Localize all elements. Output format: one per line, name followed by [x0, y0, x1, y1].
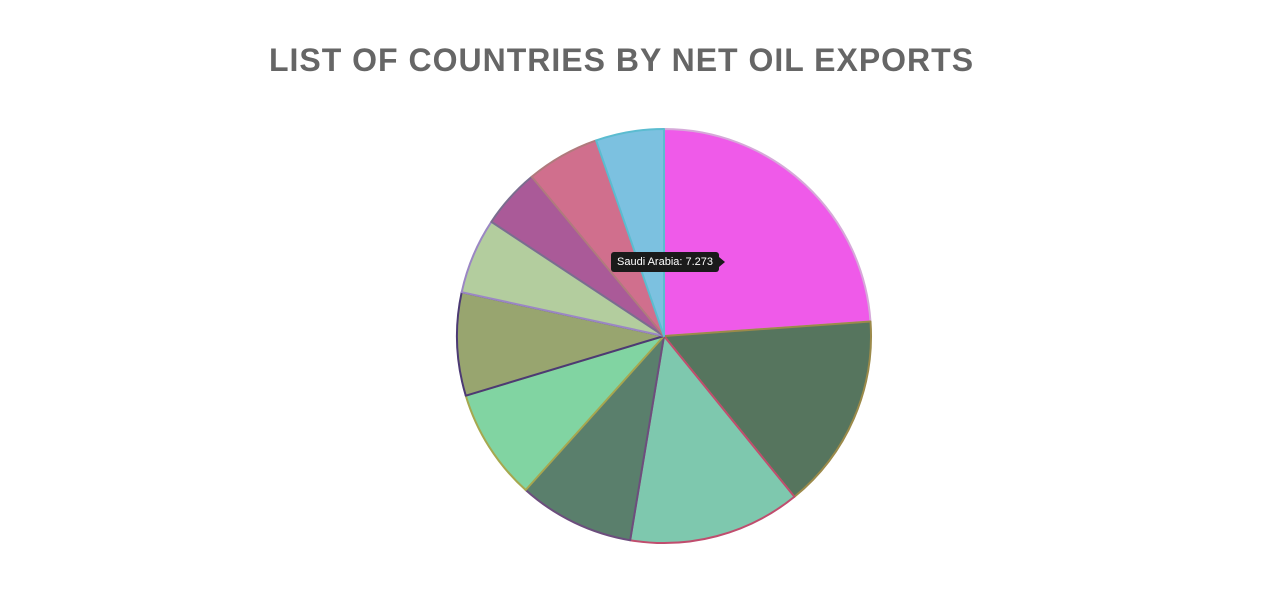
- slice-tooltip: Saudi Arabia: 7.273: [611, 252, 726, 272]
- pie-slice-6[interactable]: [456, 291, 665, 397]
- pie-slice-5[interactable]: [464, 335, 665, 492]
- pie-slice-3[interactable]: [629, 335, 796, 544]
- pie-slice-10[interactable]: [595, 128, 665, 337]
- pie-slice-1[interactable]: [663, 128, 872, 337]
- pie-slice-2[interactable]: [663, 320, 872, 498]
- pie-slices: [456, 128, 872, 544]
- chart-title: LIST OF COUNTRIES BY NET OIL EXPORTS: [268, 42, 975, 78]
- tooltip-arrow: [719, 257, 726, 267]
- tooltip-text: Saudi Arabia: 7.273: [617, 256, 714, 268]
- pie-slice-4[interactable]: [524, 335, 665, 542]
